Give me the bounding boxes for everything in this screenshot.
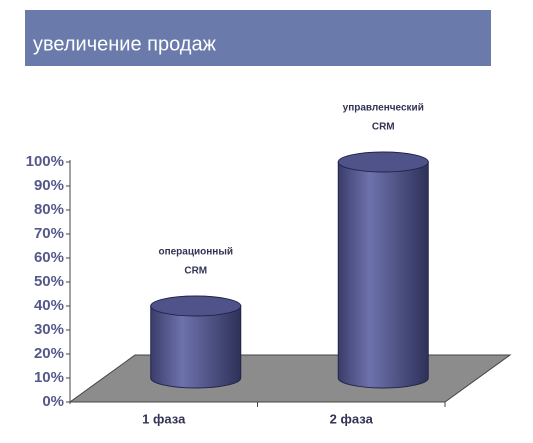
y-tick-label: 30% [34, 321, 64, 338]
cylinder-body [150, 305, 242, 389]
bar [150, 295, 242, 389]
annotation: управленческий [343, 103, 424, 114]
y-tick-label: 60% [34, 249, 64, 266]
annotation: CRM [184, 266, 207, 277]
annotation: операционный [158, 247, 233, 258]
cylinder-top [337, 151, 429, 173]
y-tick-label: 70% [34, 225, 64, 242]
y-tick-label: 10% [34, 369, 64, 386]
cylinder-top [150, 295, 242, 317]
y-tick-label: 100% [26, 153, 64, 170]
annotation: CRM [372, 122, 395, 133]
floor [68, 354, 512, 403]
y-tick-label: 20% [34, 345, 64, 362]
x-tick-label: 1 фаза [142, 411, 186, 426]
x-tick-label: 2 фаза [330, 411, 374, 426]
bar [337, 151, 429, 389]
y-tick-label: 0% [42, 393, 64, 410]
y-tick-label: 50% [34, 273, 64, 290]
chart-title: увеличение продаж [33, 33, 217, 55]
y-tick-label: 40% [34, 297, 64, 314]
cylinder-body [337, 161, 429, 389]
title-banner [25, 10, 491, 66]
y-tick-label: 90% [34, 177, 64, 194]
y-tick-label: 80% [34, 201, 64, 218]
